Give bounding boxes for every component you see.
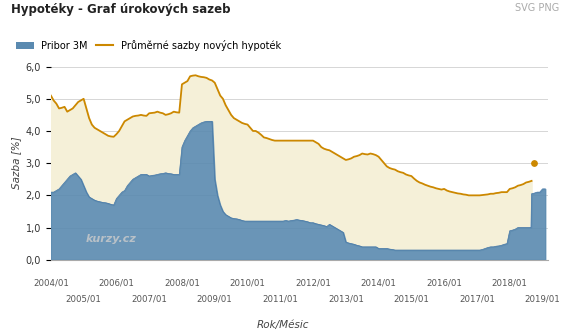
- Text: 2017/01: 2017/01: [459, 295, 495, 304]
- Text: 2007/01: 2007/01: [131, 295, 167, 304]
- Text: 2004/01: 2004/01: [33, 278, 69, 287]
- Text: 2018/01: 2018/01: [492, 278, 528, 287]
- Legend: Pribor 3M, Průměrné sazby nových hypoték: Pribor 3M, Průměrné sazby nových hypoték: [16, 40, 281, 51]
- Text: 2005/01: 2005/01: [66, 295, 102, 304]
- Text: 2010/01: 2010/01: [229, 278, 266, 287]
- Text: 2019/01: 2019/01: [525, 295, 560, 304]
- Point: [530, 161, 539, 166]
- Text: 2014/01: 2014/01: [360, 278, 397, 287]
- Text: 2009/01: 2009/01: [197, 295, 233, 304]
- Y-axis label: Sazba [%]: Sazba [%]: [11, 137, 21, 189]
- Text: 2006/01: 2006/01: [98, 278, 134, 287]
- Text: 2011/01: 2011/01: [262, 295, 298, 304]
- Text: kurzy.cz: kurzy.cz: [86, 234, 137, 244]
- Text: 2012/01: 2012/01: [295, 278, 331, 287]
- Text: Rok/Mésic: Rok/Mésic: [257, 320, 308, 330]
- Text: Hypotéky - Graf úrokových sazeb: Hypotéky - Graf úrokových sazeb: [11, 3, 231, 16]
- Text: 2015/01: 2015/01: [393, 295, 429, 304]
- Text: SVG PNG: SVG PNG: [515, 3, 559, 13]
- Text: 2013/01: 2013/01: [328, 295, 364, 304]
- Text: 2016/01: 2016/01: [426, 278, 462, 287]
- Text: 2008/01: 2008/01: [164, 278, 200, 287]
